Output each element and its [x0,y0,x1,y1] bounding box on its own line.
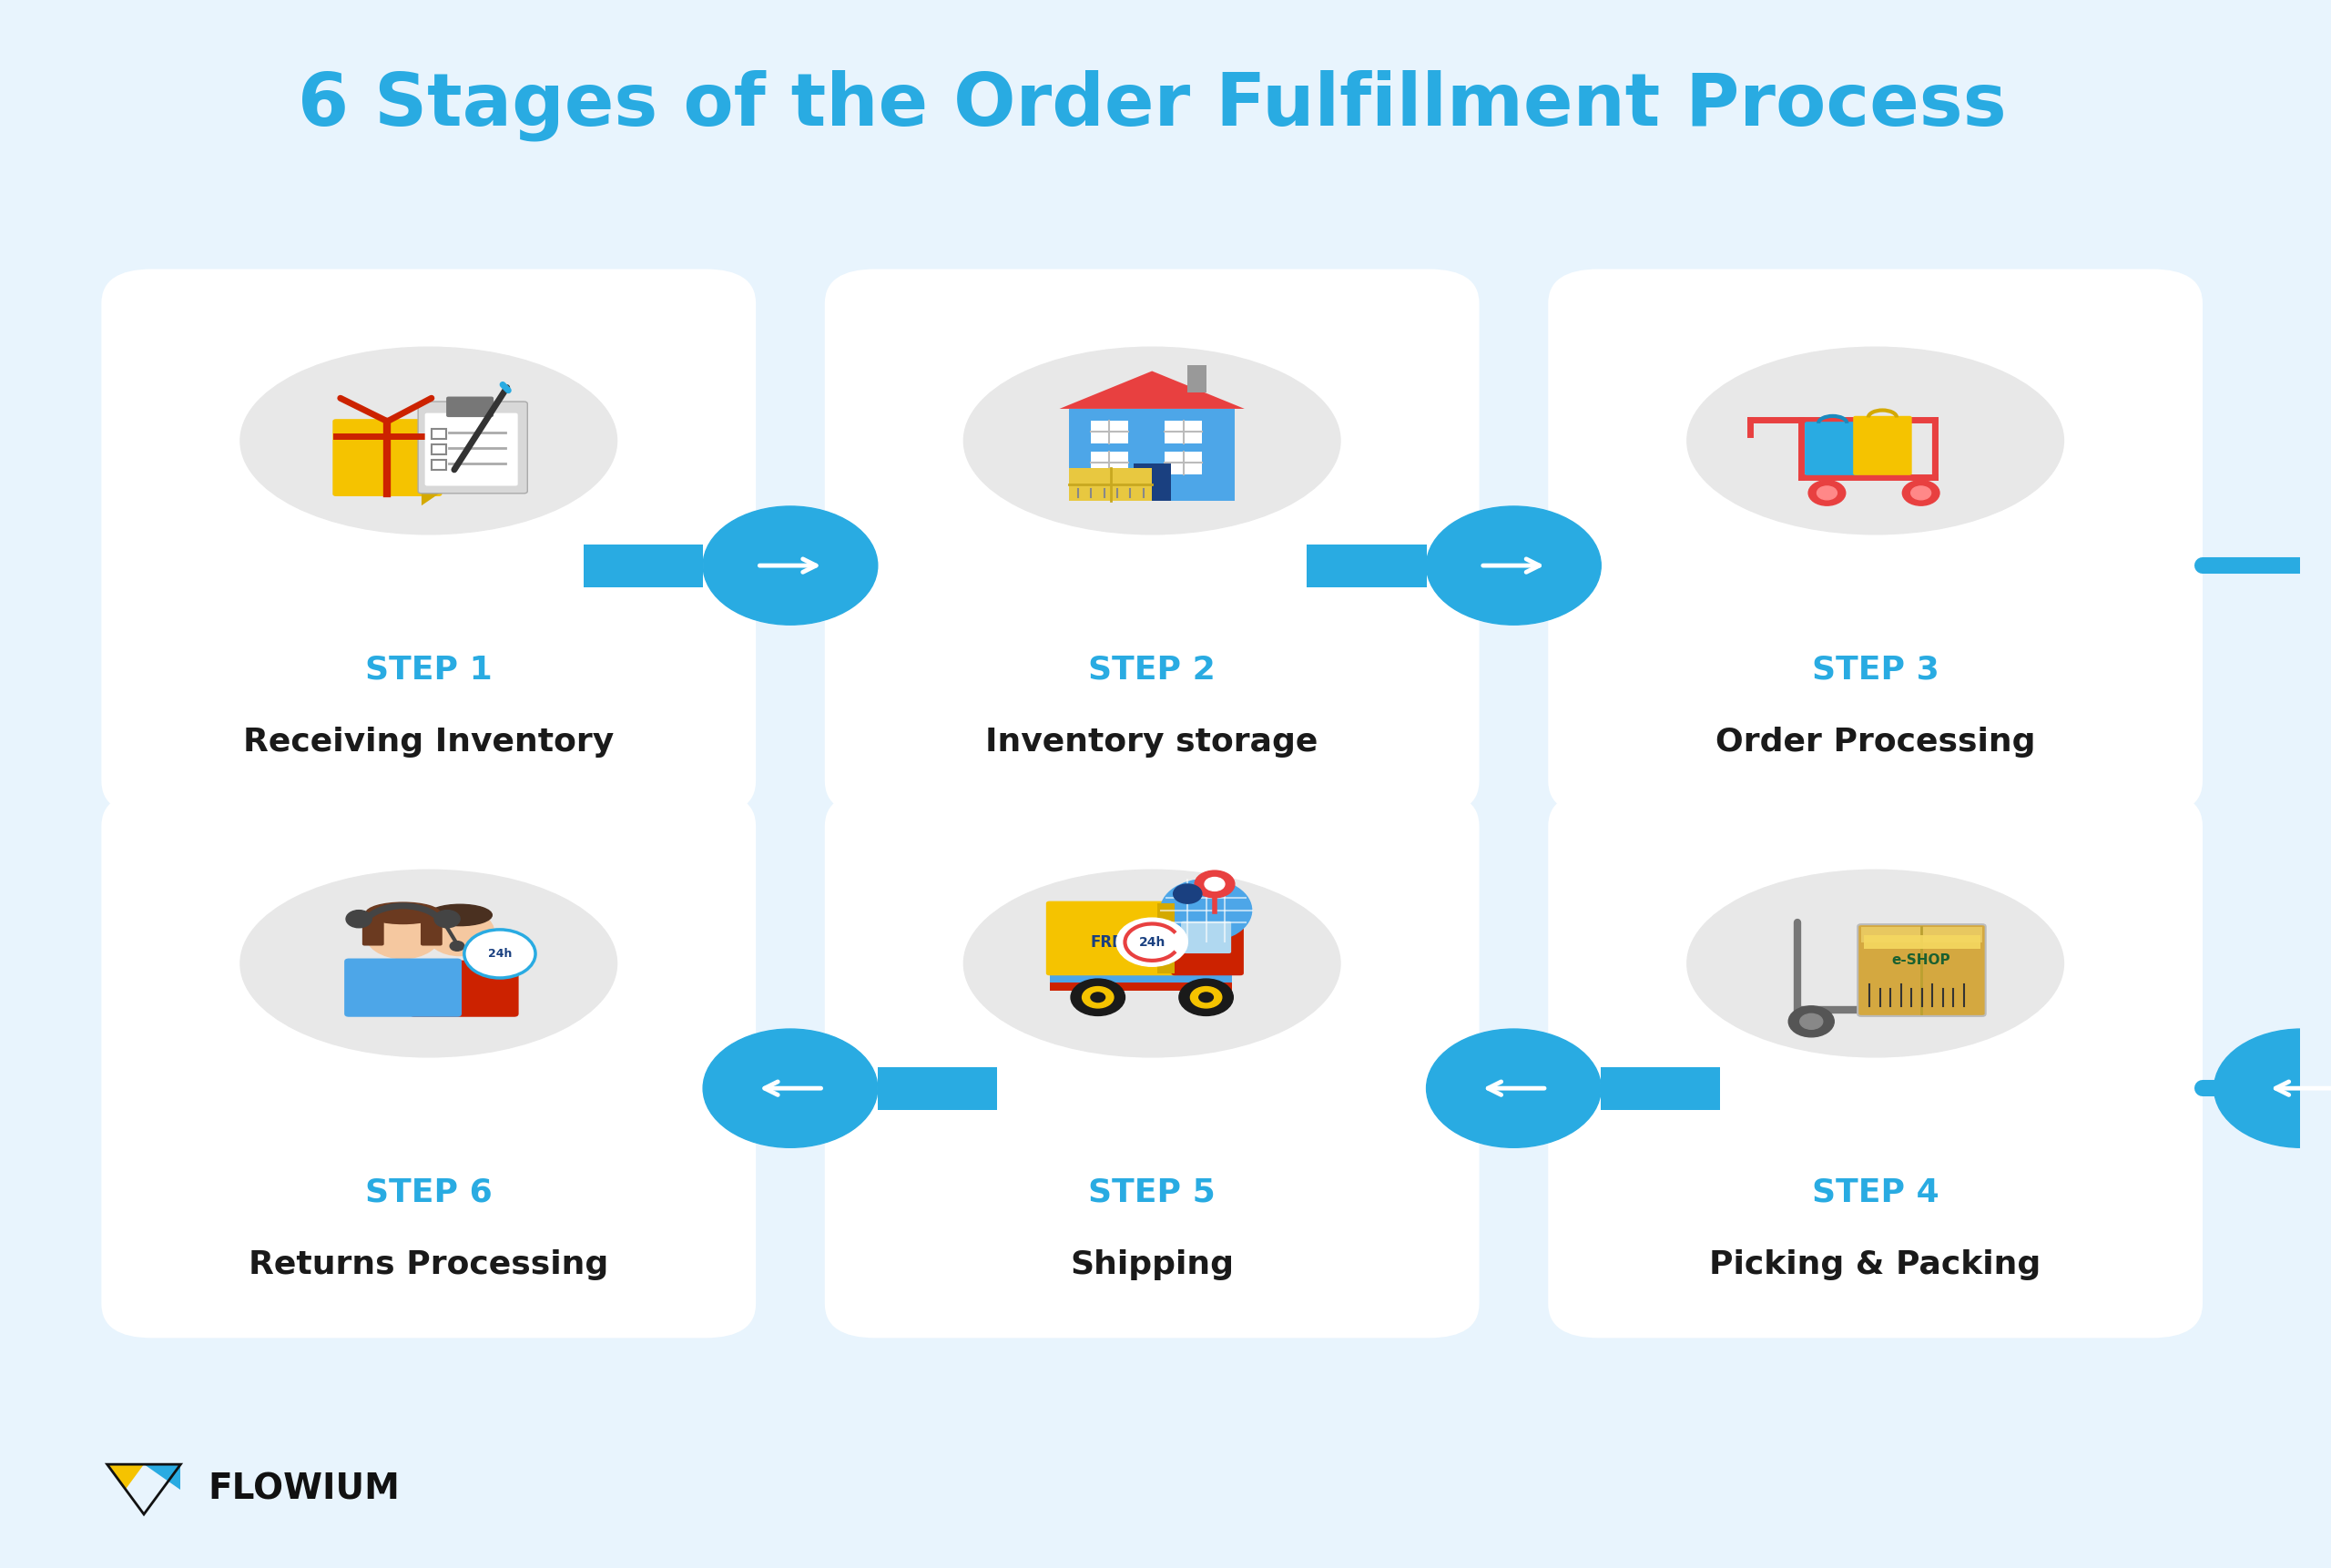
Circle shape [1427,1029,1601,1148]
Circle shape [434,911,459,928]
Text: Returns Processing: Returns Processing [249,1250,608,1279]
Polygon shape [1061,372,1245,409]
FancyBboxPatch shape [825,270,1480,815]
FancyBboxPatch shape [1601,1066,1720,1110]
Circle shape [704,506,876,624]
Circle shape [1172,884,1203,903]
FancyBboxPatch shape [1091,452,1128,475]
Text: FLOWIUM: FLOWIUM [207,1472,401,1507]
Circle shape [1161,880,1252,941]
Circle shape [1179,978,1233,1016]
FancyBboxPatch shape [361,919,385,946]
Text: Shipping: Shipping [1070,1250,1233,1279]
FancyBboxPatch shape [1091,420,1128,444]
FancyBboxPatch shape [1166,420,1203,444]
FancyBboxPatch shape [1186,365,1205,392]
Circle shape [1911,486,1930,500]
Ellipse shape [1688,347,2063,535]
Text: 24h: 24h [487,947,513,960]
Circle shape [1800,1014,1823,1029]
Circle shape [1070,978,1126,1016]
Text: Order Processing: Order Processing [1716,726,2035,757]
Circle shape [345,911,371,928]
FancyBboxPatch shape [1182,922,1231,953]
Text: Picking & Packing: Picking & Packing [1709,1250,2042,1279]
Text: STEP 6: STEP 6 [366,1178,492,1209]
Circle shape [1809,480,1846,505]
Circle shape [1816,486,1837,500]
Circle shape [1117,917,1186,966]
Text: STEP 5: STEP 5 [1089,1178,1217,1209]
FancyBboxPatch shape [1166,452,1203,475]
Text: e-SHOP: e-SHOP [1890,953,1951,967]
FancyBboxPatch shape [1070,467,1152,500]
FancyBboxPatch shape [1860,927,1981,942]
Circle shape [1788,1007,1834,1036]
Ellipse shape [429,905,492,925]
Text: 6 Stages of the Order Fulfillment Process: 6 Stages of the Order Fulfillment Proces… [298,69,2007,141]
Ellipse shape [1688,870,2063,1057]
Circle shape [450,941,464,950]
FancyBboxPatch shape [410,960,520,1018]
FancyBboxPatch shape [583,544,704,586]
Circle shape [1082,986,1114,1008]
Polygon shape [145,1465,179,1490]
Ellipse shape [240,347,618,535]
Text: STEP 4: STEP 4 [1811,1178,1939,1209]
Circle shape [1902,480,1939,505]
Text: STEP 1: STEP 1 [366,654,492,685]
FancyBboxPatch shape [417,401,527,494]
FancyBboxPatch shape [420,919,443,946]
FancyBboxPatch shape [1548,792,2203,1338]
Circle shape [1198,993,1212,1002]
Circle shape [464,930,536,978]
Circle shape [427,909,494,956]
FancyBboxPatch shape [100,792,755,1338]
FancyBboxPatch shape [1047,902,1177,975]
FancyBboxPatch shape [100,270,755,815]
FancyBboxPatch shape [1865,936,1981,949]
Text: Inventory storage: Inventory storage [986,726,1319,757]
Text: Receiving Inventory: Receiving Inventory [242,726,613,757]
Circle shape [2214,1029,2331,1148]
FancyBboxPatch shape [333,419,443,495]
Ellipse shape [240,870,618,1057]
FancyBboxPatch shape [445,397,494,417]
FancyBboxPatch shape [1804,422,1860,475]
FancyBboxPatch shape [1049,982,1231,991]
FancyBboxPatch shape [1853,416,1911,475]
Ellipse shape [963,870,1340,1057]
Polygon shape [422,422,438,505]
FancyBboxPatch shape [1133,464,1170,500]
FancyBboxPatch shape [1049,974,1231,983]
Polygon shape [107,1465,145,1490]
Circle shape [1205,878,1224,891]
FancyBboxPatch shape [876,1066,998,1110]
FancyBboxPatch shape [345,958,462,1018]
FancyBboxPatch shape [1308,544,1427,586]
Text: 24h: 24h [1138,936,1166,949]
Circle shape [1427,506,1601,624]
Ellipse shape [963,347,1340,535]
Circle shape [364,906,441,958]
FancyBboxPatch shape [1548,270,2203,815]
Circle shape [1091,993,1105,1002]
FancyBboxPatch shape [1858,925,1986,1016]
FancyBboxPatch shape [1159,903,1175,974]
Ellipse shape [366,903,441,924]
Circle shape [1196,870,1235,897]
Text: STEP 3: STEP 3 [1811,654,1939,685]
Text: STEP 2: STEP 2 [1089,654,1217,685]
Text: FREE: FREE [1091,935,1133,950]
FancyBboxPatch shape [1070,409,1235,500]
FancyBboxPatch shape [1172,911,1245,975]
FancyBboxPatch shape [424,412,517,486]
Circle shape [704,1029,876,1148]
Circle shape [1191,986,1221,1008]
FancyBboxPatch shape [825,792,1480,1338]
